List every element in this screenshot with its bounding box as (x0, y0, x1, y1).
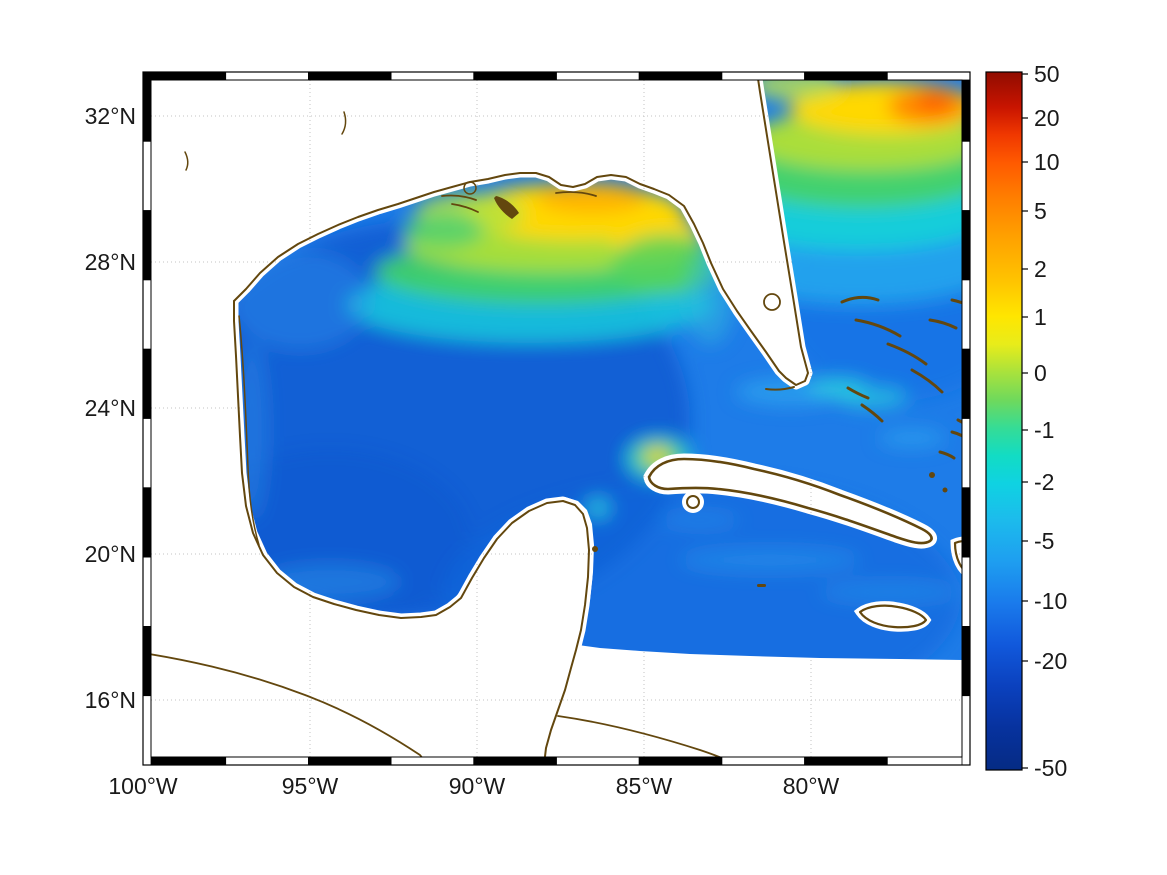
colorbar-gradient (985, 71, 1023, 771)
coastline-cuba (647, 457, 933, 545)
map-frame-outer (142, 71, 971, 766)
colorbar-tick-label: 2 (1034, 256, 1047, 282)
colorbar-tick-label: -1 (1034, 417, 1054, 443)
colorbar-labels: 50 20 10 5 2 1 0 -1 -2 -5 -10 -20 -50 (1034, 61, 1067, 781)
colorbar-tick-label: 50 (1034, 61, 1060, 87)
mississippi-delta (494, 196, 519, 219)
map-frame-inner (150, 79, 963, 758)
colorbar-tick-label: -2 (1034, 469, 1054, 495)
coastlines (151, 80, 962, 757)
lat-tick-label: 20°N (85, 541, 136, 567)
latitude-axis: 32°N 28°N 24°N 20°N 16°N (85, 103, 136, 713)
lon-tick-label: 95°W (282, 773, 339, 799)
sea-level-anomaly-field (151, 80, 962, 757)
colorbar-ticks (1022, 73, 1028, 769)
lon-tick-label: 80°W (783, 773, 840, 799)
colorbar-tick-label: 20 (1034, 105, 1060, 131)
longitude-axis: 100°W 95°W 90°W 85°W 80°W (108, 773, 839, 799)
colorbar: 50 20 10 5 2 1 0 -1 -2 -5 -10 -20 -50 (985, 61, 1067, 781)
colorbar-tick-label: -5 (1034, 528, 1054, 554)
colorbar-tick-label: 0 (1034, 360, 1047, 386)
colorbar-tick-label: 5 (1034, 198, 1047, 224)
lat-tick-label: 16°N (85, 687, 136, 713)
coastline-pacific (151, 653, 423, 757)
coastline-hispaniola (953, 540, 962, 570)
colorbar-tick-label: -50 (1034, 755, 1067, 781)
coastline-us-gulf (233, 80, 809, 386)
coastline-jamaica (858, 604, 928, 629)
colorbar-tick-label: 10 (1034, 149, 1060, 175)
lon-tick-label: 100°W (108, 773, 178, 799)
lon-tick-label: 90°W (449, 773, 506, 799)
colorbar-tick-label: 1 (1034, 304, 1047, 330)
colorbar-tick-label: -10 (1034, 588, 1067, 614)
coastline-mexico-yucatan (233, 300, 590, 757)
lat-tick-label: 28°N (85, 249, 136, 275)
lat-tick-label: 32°N (85, 103, 136, 129)
bahamas-islands (840, 295, 962, 460)
lon-tick-label: 85°W (616, 773, 673, 799)
colorbar-tick-label: -20 (1034, 648, 1067, 674)
lat-tick-label: 24°N (85, 395, 136, 421)
lake-okeechobee (763, 293, 781, 311)
